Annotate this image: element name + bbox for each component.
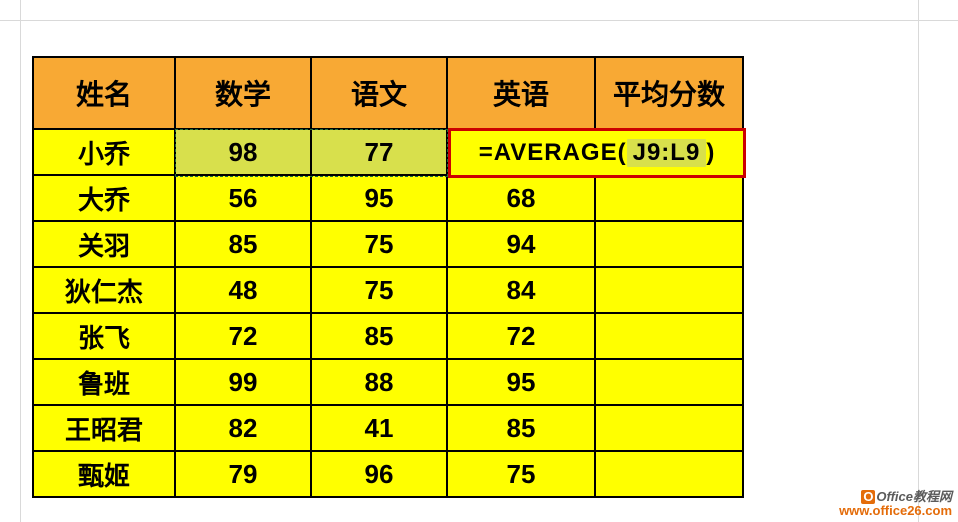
cell-chinese[interactable]: 85 <box>311 313 447 359</box>
table-row[interactable]: 大乔 56 95 68 <box>33 175 743 221</box>
cell-avg[interactable] <box>595 313 743 359</box>
watermark-title: Office教程网 <box>876 489 952 504</box>
cell-name[interactable]: 狄仁杰 <box>33 267 175 313</box>
cell-name[interactable]: 甄姬 <box>33 451 175 497</box>
cell-english[interactable]: 94 <box>447 221 595 267</box>
table-row[interactable]: 张飞 72 85 72 <box>33 313 743 359</box>
cell-avg[interactable] <box>595 451 743 497</box>
watermark: OOffice教程网 www.office26.com <box>839 490 952 518</box>
cell-chinese[interactable]: 75 <box>311 267 447 313</box>
cell-name[interactable]: 张飞 <box>33 313 175 359</box>
formula-arg: J9:L9 <box>627 139 707 167</box>
cell-avg[interactable] <box>595 221 743 267</box>
cell-name[interactable]: 关羽 <box>33 221 175 267</box>
cell-avg[interactable] <box>595 359 743 405</box>
header-row: 姓名 数学 语文 英语 平均分数 <box>33 57 743 129</box>
spreadsheet-view[interactable]: 姓名 数学 语文 英语 平均分数 小乔 98 77 大乔 56 <box>0 0 958 522</box>
cell-avg[interactable] <box>595 175 743 221</box>
score-table[interactable]: 姓名 数学 语文 英语 平均分数 小乔 98 77 大乔 56 <box>32 56 744 498</box>
header-name[interactable]: 姓名 <box>33 57 175 129</box>
table-row[interactable]: 关羽 85 75 94 <box>33 221 743 267</box>
formula-editing-cell[interactable]: =AVERAGE( J9:L9 ) <box>448 128 746 178</box>
cell-math[interactable]: 79 <box>175 451 311 497</box>
cell-chinese[interactable]: 88 <box>311 359 447 405</box>
cell-chinese[interactable]: 41 <box>311 405 447 451</box>
cell-math[interactable]: 98 <box>175 129 311 175</box>
cell-math[interactable]: 99 <box>175 359 311 405</box>
cell-math[interactable]: 48 <box>175 267 311 313</box>
cell-english[interactable]: 84 <box>447 267 595 313</box>
cell-name[interactable]: 大乔 <box>33 175 175 221</box>
table-row[interactable]: 狄仁杰 48 75 84 <box>33 267 743 313</box>
header-avg[interactable]: 平均分数 <box>595 57 743 129</box>
formula-suffix: ) <box>706 139 715 167</box>
table-row[interactable]: 鲁班 99 88 95 <box>33 359 743 405</box>
cell-chinese[interactable]: 77 <box>311 129 447 175</box>
header-chinese[interactable]: 语文 <box>311 57 447 129</box>
cell-english[interactable]: 75 <box>447 451 595 497</box>
cell-math[interactable]: 56 <box>175 175 311 221</box>
cell-english[interactable]: 85 <box>447 405 595 451</box>
watermark-badge-icon: O <box>861 490 875 504</box>
cell-math[interactable]: 82 <box>175 405 311 451</box>
cell-english[interactable]: 72 <box>447 313 595 359</box>
cell-avg[interactable] <box>595 405 743 451</box>
header-english[interactable]: 英语 <box>447 57 595 129</box>
cell-math[interactable]: 72 <box>175 313 311 359</box>
cell-name[interactable]: 小乔 <box>33 129 175 175</box>
watermark-url: www.office26.com <box>839 504 952 518</box>
table-row[interactable]: 甄姬 79 96 75 <box>33 451 743 497</box>
cell-chinese[interactable]: 75 <box>311 221 447 267</box>
table-row[interactable]: 王昭君 82 41 85 <box>33 405 743 451</box>
cell-avg[interactable] <box>595 267 743 313</box>
cell-english[interactable]: 68 <box>447 175 595 221</box>
cell-math[interactable]: 85 <box>175 221 311 267</box>
cell-chinese[interactable]: 95 <box>311 175 447 221</box>
cell-english[interactable]: 95 <box>447 359 595 405</box>
formula-prefix: =AVERAGE( <box>479 139 627 167</box>
cell-name[interactable]: 王昭君 <box>33 405 175 451</box>
header-math[interactable]: 数学 <box>175 57 311 129</box>
cell-chinese[interactable]: 96 <box>311 451 447 497</box>
cell-name[interactable]: 鲁班 <box>33 359 175 405</box>
